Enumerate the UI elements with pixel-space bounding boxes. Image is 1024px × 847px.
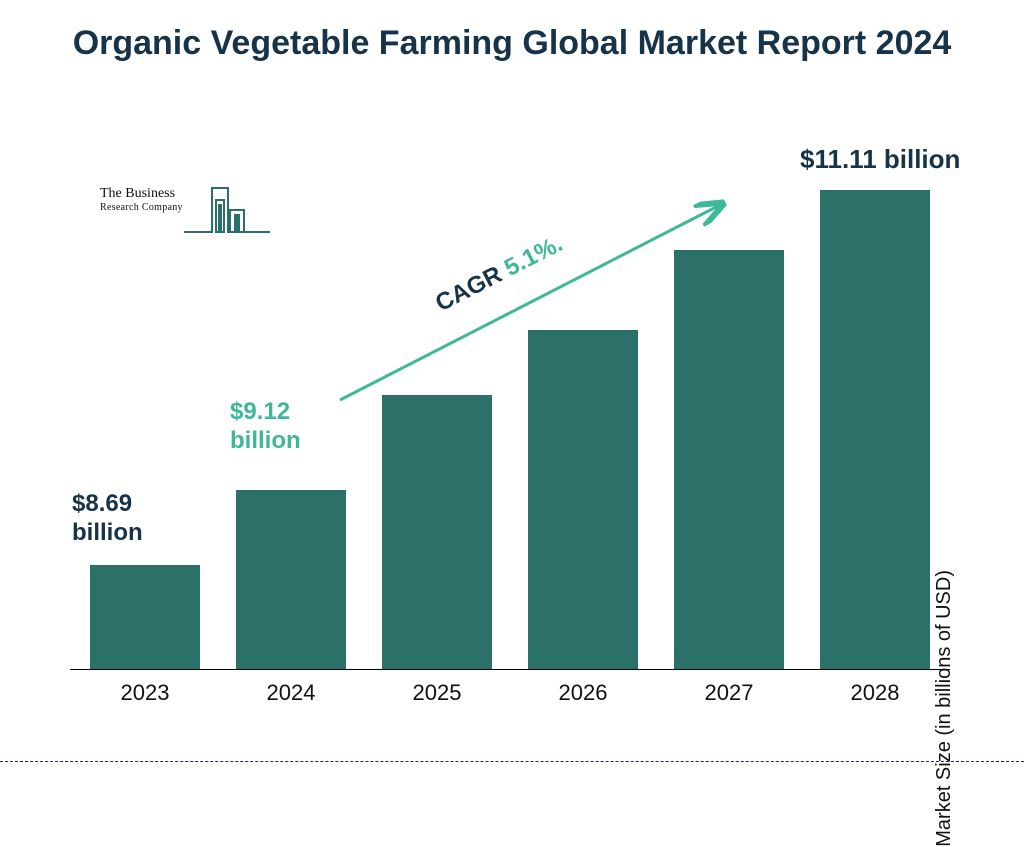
- chart-title: Organic Vegetable Farming Global Market …: [0, 24, 1024, 63]
- bar-rect: [90, 565, 200, 670]
- x-tick-label: 2028: [820, 680, 930, 706]
- x-tick-label: 2023: [90, 680, 200, 706]
- bar-chart: 2023 2024 2025 2026 2027 2028 Market Siz…: [70, 150, 950, 700]
- bar-rect: [528, 330, 638, 670]
- value-label-2028: $11.11 billion: [800, 144, 960, 175]
- x-tick-label: 2025: [382, 680, 492, 706]
- bar-2026: [528, 330, 638, 670]
- bar-2024: [236, 490, 346, 670]
- value-label-2023: $8.69 billion: [72, 490, 143, 548]
- value-label-line1: $8.69: [72, 490, 132, 517]
- value-label-line2: billion: [72, 519, 143, 546]
- value-label-2024: $9.12 billion: [230, 398, 301, 456]
- x-tick-label: 2026: [528, 680, 638, 706]
- value-label-line2: billion: [230, 427, 301, 454]
- y-axis-label: Market Size (in billions of USD): [933, 570, 956, 847]
- bar-rect: [236, 490, 346, 670]
- x-axis-line: [70, 669, 950, 670]
- bar-rect: [382, 395, 492, 670]
- x-tick-label: 2024: [236, 680, 346, 706]
- x-tick-label: 2027: [674, 680, 784, 706]
- value-label-line1: $9.12: [230, 398, 290, 425]
- bars-container: [70, 150, 950, 670]
- bar-rect: [674, 250, 784, 670]
- footer-divider: [0, 761, 1024, 762]
- x-axis-labels: 2023 2024 2025 2026 2027 2028: [70, 680, 950, 706]
- bar-rect: [820, 190, 930, 670]
- bar-2027: [674, 250, 784, 670]
- bar-2028: [820, 190, 930, 670]
- bar-2025: [382, 395, 492, 670]
- bar-2023: [90, 565, 200, 670]
- value-label-text: $11.11 billion: [800, 144, 960, 174]
